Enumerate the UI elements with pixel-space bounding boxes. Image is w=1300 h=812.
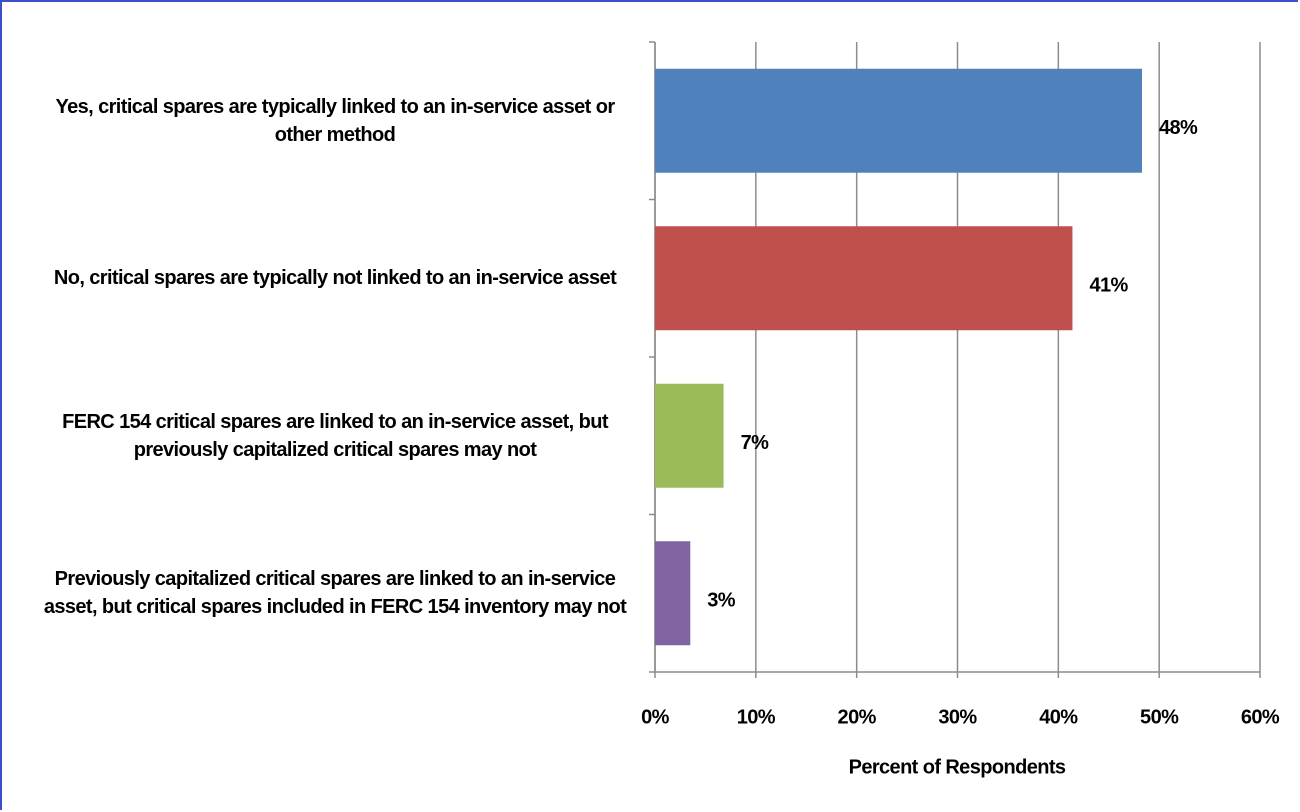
x-tick-label: 40% [1039, 706, 1078, 728]
x-tick-label: 20% [838, 706, 877, 728]
x-tick-label: 60% [1241, 706, 1280, 728]
x-tick-label: 0% [641, 706, 670, 728]
y-tick-label: FERC 154 critical spares are linked to a… [62, 410, 608, 461]
y-tick-label: Yes, critical spares are typically linke… [55, 95, 616, 146]
x-axis-label: Percent of Respondents [849, 756, 1066, 778]
value-label: 3% [707, 590, 736, 612]
value-label: 41% [1089, 275, 1128, 297]
bar [655, 541, 691, 646]
bar [655, 383, 724, 488]
y-tick-label: Previously capitalized critical spares a… [43, 568, 627, 619]
bar [655, 226, 1073, 331]
y-tick-label: No, critical spares are typically not li… [53, 267, 617, 290]
x-tick-label: 10% [737, 706, 776, 728]
bar [655, 68, 1143, 173]
value-label: 7% [741, 432, 770, 454]
x-tick-label: 50% [1140, 706, 1179, 728]
value-label: 48% [1159, 117, 1198, 139]
x-tick-label: 30% [938, 706, 977, 728]
